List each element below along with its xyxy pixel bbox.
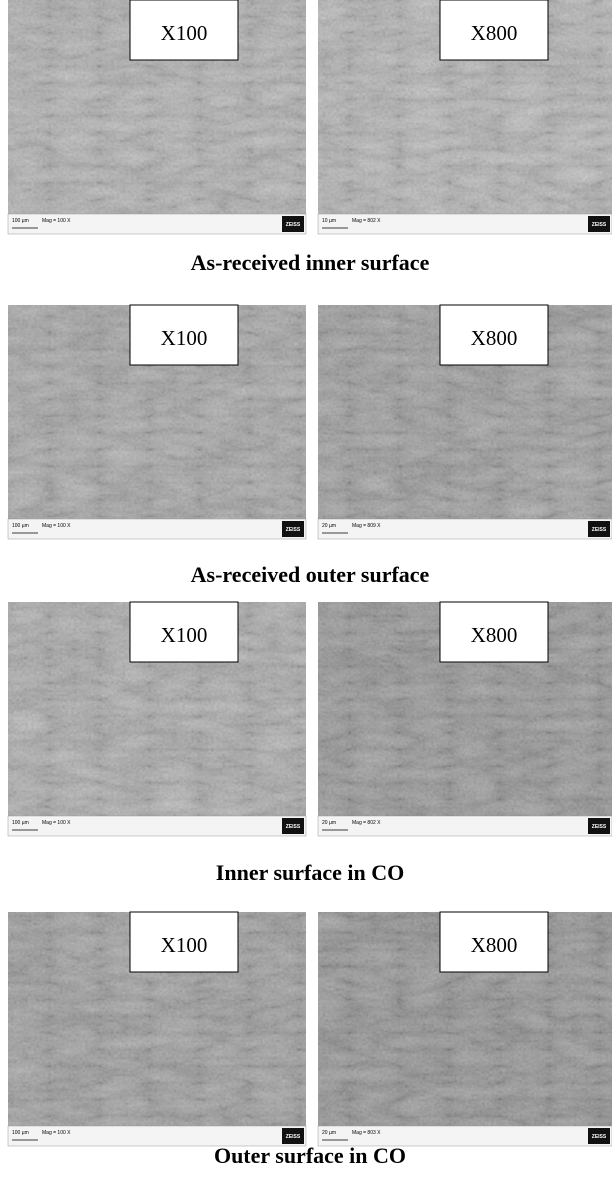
brand: ZEISS xyxy=(286,527,301,533)
mag-label: Mag = 802 X xyxy=(352,820,381,826)
scale-label: 20 µm xyxy=(322,1130,336,1136)
scale-label: 100 µm xyxy=(12,820,29,826)
sem-image: 20 µm Mag = 803 X ZEISS X800 xyxy=(318,912,612,1146)
info-bar xyxy=(8,816,306,836)
brand: ZEISS xyxy=(286,824,301,830)
caption: Outer surface in CO xyxy=(214,1143,406,1168)
mag-label: Mag = 100 X xyxy=(42,218,71,224)
mag-box-label: X800 xyxy=(471,933,518,957)
mag-label: Mag = 802 X xyxy=(352,218,381,224)
sem-image: 20 µm Mag = 809 X ZEISS X800 xyxy=(318,305,612,539)
info-bar xyxy=(318,519,612,539)
info-bar xyxy=(8,214,306,234)
brand: ZEISS xyxy=(286,222,301,228)
sem-image: 100 µm Mag = 100 X ZEISS X100 xyxy=(8,305,306,539)
caption: As-received outer surface xyxy=(191,562,430,587)
scale-label: 100 µm xyxy=(12,523,29,529)
sem-image: 100 µm Mag = 100 X ZEISS X100 xyxy=(8,602,306,836)
info-bar xyxy=(318,816,612,836)
mag-box-label: X800 xyxy=(471,21,518,45)
mag-box-label: X100 xyxy=(161,326,208,350)
brand: ZEISS xyxy=(592,527,607,533)
mag-box-label: X800 xyxy=(471,326,518,350)
mag-box-label: X800 xyxy=(471,623,518,647)
scale-label: 20 µm xyxy=(322,523,336,529)
scale-label: 10 µm xyxy=(322,218,336,224)
brand: ZEISS xyxy=(286,1134,301,1140)
mag-box-label: X100 xyxy=(161,21,208,45)
sem-image: 100 µm Mag = 100 X ZEISS X100 xyxy=(8,912,306,1146)
sem-image: 20 µm Mag = 802 X ZEISS X800 xyxy=(318,602,612,836)
mag-label: Mag = 100 X xyxy=(42,523,71,529)
info-bar xyxy=(318,214,612,234)
sem-image: 10 µm Mag = 802 X ZEISS X800 xyxy=(318,0,612,234)
scale-label: 100 µm xyxy=(12,218,29,224)
mag-label: Mag = 100 X xyxy=(42,820,71,826)
mag-box-label: X100 xyxy=(161,623,208,647)
brand: ZEISS xyxy=(592,824,607,830)
mag-label: Mag = 803 X xyxy=(352,1130,381,1136)
mag-label: Mag = 100 X xyxy=(42,1130,71,1136)
sem-image: 100 µm Mag = 100 X ZEISS X100 xyxy=(8,0,306,234)
brand: ZEISS xyxy=(592,1134,607,1140)
caption: Inner surface in CO xyxy=(216,860,404,885)
mag-box-label: X100 xyxy=(161,933,208,957)
caption: As-received inner surface xyxy=(191,250,430,275)
brand: ZEISS xyxy=(592,222,607,228)
mag-label: Mag = 809 X xyxy=(352,523,381,529)
scale-label: 20 µm xyxy=(322,820,336,826)
figure: 100 µm Mag = 100 X ZEISS X100 10 µm Mag = 802… xyxy=(0,0,612,1182)
scale-label: 100 µm xyxy=(12,1130,29,1136)
info-bar xyxy=(8,519,306,539)
